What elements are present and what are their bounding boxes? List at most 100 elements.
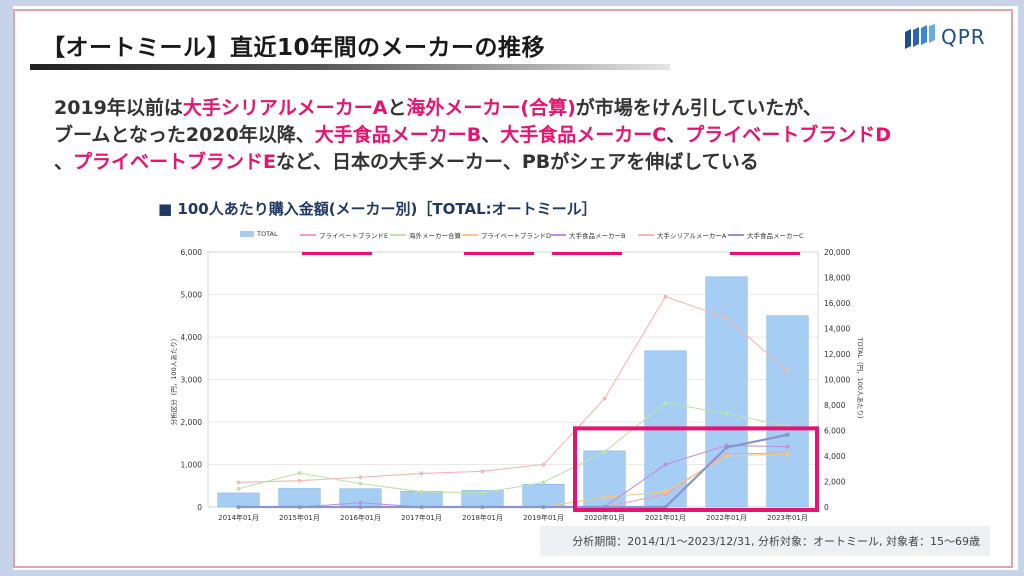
lead-segment: が市場をけん引していたが、	[575, 97, 822, 119]
series-point	[236, 486, 241, 491]
series-point	[541, 462, 546, 467]
inner-border	[13, 9, 1013, 568]
bar-total	[278, 488, 321, 508]
series-point	[785, 444, 790, 449]
lead-segment: 、	[666, 124, 686, 146]
y-left-tick-label: 4,000	[181, 333, 203, 342]
series-point	[663, 400, 668, 405]
y-right-tick-label: 18,000	[824, 274, 850, 283]
legend-swatch-line	[638, 234, 654, 236]
y-right-tick-label: 20,000	[824, 248, 850, 257]
lead-segment: 、	[54, 151, 74, 173]
series-point	[297, 478, 302, 483]
series-point	[236, 505, 241, 509]
series-line	[238, 295, 788, 483]
y-right-tick-label: 8,000	[824, 401, 846, 410]
series-point	[724, 315, 729, 320]
legend-swatch-line	[728, 234, 744, 236]
x-tick-label: 2022年01月	[706, 513, 747, 522]
series-point	[419, 505, 424, 509]
lead-highlight: 海外メーカー(合算)	[406, 97, 576, 119]
y-left-tick-label: 3,000	[181, 376, 203, 385]
series-point	[541, 505, 546, 509]
legend-swatch-line	[550, 234, 566, 236]
series-point	[785, 432, 790, 437]
lead-segment: ブームとなった2020年以降、	[54, 124, 315, 146]
y-left-tick-label: 5,000	[181, 291, 203, 300]
x-tick-label: 2014年01月	[218, 513, 259, 522]
bar-total	[766, 315, 809, 508]
x-tick-label: 2021年01月	[645, 513, 686, 522]
y-right-tick-label: 10,000	[824, 376, 850, 385]
lead-segment: 2019年以前は	[54, 97, 183, 119]
series-point	[297, 505, 302, 509]
series-point	[480, 491, 485, 495]
legend-item: 大手食品メーカーB	[550, 230, 625, 240]
legend-label: TOTAL	[257, 230, 278, 238]
logo-text: QPR	[941, 25, 986, 49]
y-right-tick-label: 16,000	[824, 299, 850, 308]
x-tick-label: 2020年01月	[584, 513, 625, 522]
series-line	[238, 433, 788, 509]
legend-swatch-bar	[240, 231, 254, 237]
legend-label: プライベートブランドD	[481, 232, 552, 240]
x-tick-label: 2016年01月	[340, 513, 381, 522]
series-point	[602, 449, 607, 454]
y-left-axis-title: 分析区分（円，100人あたり）	[169, 335, 178, 425]
y-right-tick-label: 14,000	[824, 325, 850, 334]
lead-highlight: 大手食品メーカーB	[314, 124, 482, 146]
y-right-tick-label: 12,000	[824, 350, 850, 359]
legend-underline	[552, 252, 622, 255]
x-tick-label: 2015年01月	[279, 513, 320, 522]
lead-segment: と	[387, 97, 407, 119]
series-point	[297, 471, 302, 475]
legend-label: プライベートブランドE	[319, 232, 389, 240]
y-left-tick-label: 6,000	[181, 248, 203, 257]
lead-highlight: 大手シリアルメーカーA	[182, 97, 388, 119]
lead-highlight: プライベートブランドD	[685, 124, 891, 146]
x-tick-label: 2023年01月	[767, 513, 808, 522]
series-point	[602, 495, 607, 500]
series-point	[785, 369, 790, 373]
series-point	[785, 451, 790, 456]
series-point	[663, 462, 668, 467]
series-line	[238, 452, 788, 508]
series-line	[238, 453, 788, 508]
series-point	[541, 480, 546, 485]
legend-underline	[302, 252, 372, 255]
series-point	[480, 469, 485, 474]
series-point	[663, 294, 668, 299]
x-tick-label: 2019年01月	[523, 513, 564, 522]
series-point	[358, 505, 363, 509]
series-point	[419, 489, 424, 494]
frame-left	[0, 0, 13, 576]
y-right-axis-title: TOTAL（円，100人あたり）	[856, 336, 864, 422]
lead-highlight: 大手食品メーカーC	[500, 124, 667, 146]
lead-segment: など、日本の大手メーカー、PBがシェアを伸ばしている	[276, 151, 759, 173]
chart-legend: TOTAL プライベートブランドE 海外メーカー合算 プライベートブランドD 大手食品メ…	[240, 230, 820, 244]
logo: QPR	[905, 24, 986, 50]
legend-swatch-line	[462, 234, 478, 236]
series-point	[480, 505, 485, 509]
legend-label: 大手食品メーカーC	[747, 232, 804, 240]
series-point	[419, 471, 424, 476]
x-tick-label: 2017年01月	[401, 513, 442, 522]
legend-label: 大手シリアルメーカーA	[657, 232, 727, 240]
bar-total	[522, 484, 565, 508]
legend-label: 大手食品メーカーB	[569, 232, 626, 240]
lead-segment: 、	[481, 124, 501, 146]
series-point	[358, 500, 363, 505]
x-tick-label: 2018年01月	[462, 513, 503, 522]
y-right-tick-label: 0	[824, 503, 829, 512]
series-point	[724, 445, 729, 450]
lead-highlight: プライベートブランドE	[73, 151, 276, 173]
series-point	[663, 489, 668, 494]
bar-total	[705, 276, 748, 508]
chart-subtitle: ■ 100人あたり購入金額(メーカー別)［TOTAL:オートミール］	[158, 200, 597, 218]
series-point	[724, 411, 729, 416]
y-left-tick-label: 1,000	[181, 461, 203, 470]
y-left-tick-label: 0	[197, 503, 202, 512]
footnote: 分析期間：2014/1/1～2023/12/31, 分析対象：オートミール, 対…	[540, 526, 990, 556]
series-point	[236, 480, 241, 485]
